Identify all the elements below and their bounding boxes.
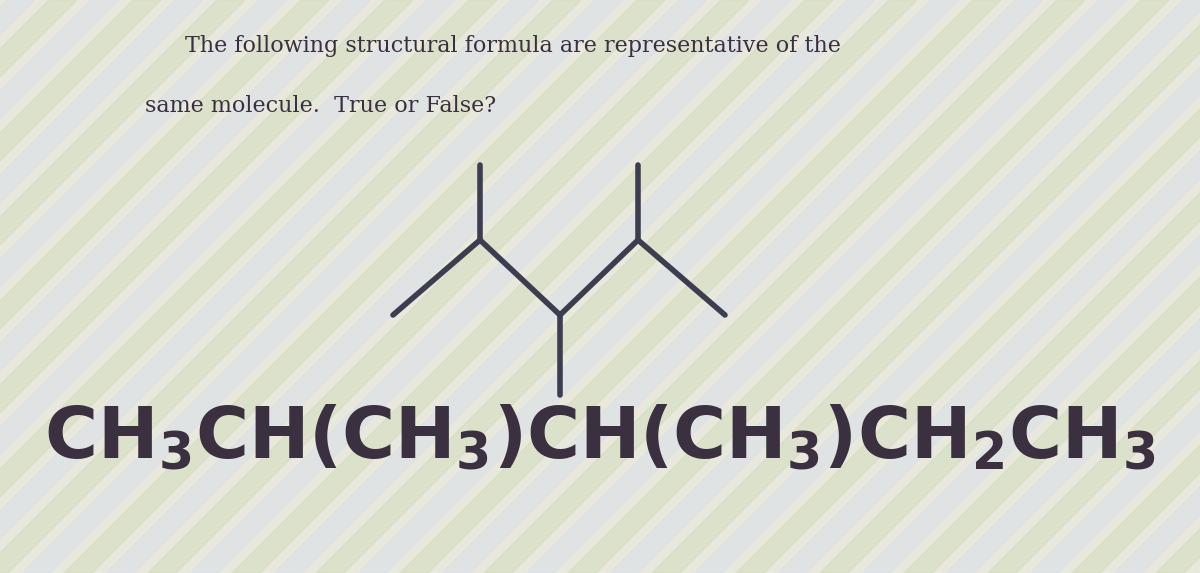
Polygon shape (232, 0, 833, 573)
Polygon shape (1198, 0, 1200, 573)
Polygon shape (1156, 0, 1200, 573)
Polygon shape (610, 0, 1200, 573)
Polygon shape (484, 0, 1085, 573)
Polygon shape (316, 0, 917, 573)
Polygon shape (694, 0, 1200, 573)
Polygon shape (568, 0, 1169, 573)
Text: The following structural formula are representative of the: The following structural formula are rep… (185, 35, 841, 57)
Polygon shape (778, 0, 1200, 573)
Polygon shape (736, 0, 1200, 573)
Polygon shape (0, 0, 203, 573)
Polygon shape (0, 0, 287, 573)
Polygon shape (0, 0, 539, 573)
Polygon shape (148, 0, 749, 573)
Polygon shape (1030, 0, 1200, 573)
Polygon shape (0, 0, 413, 573)
Polygon shape (22, 0, 623, 573)
Polygon shape (64, 0, 665, 573)
Polygon shape (904, 0, 1200, 573)
Polygon shape (442, 0, 1043, 573)
Polygon shape (862, 0, 1200, 573)
Polygon shape (0, 0, 581, 573)
Polygon shape (0, 0, 371, 573)
Polygon shape (0, 0, 161, 573)
Polygon shape (652, 0, 1200, 573)
Polygon shape (0, 0, 245, 573)
Polygon shape (1114, 0, 1200, 573)
Polygon shape (0, 0, 455, 573)
Polygon shape (358, 0, 959, 573)
Polygon shape (190, 0, 791, 573)
Polygon shape (0, 0, 329, 573)
Polygon shape (946, 0, 1200, 573)
Polygon shape (0, 0, 497, 573)
Polygon shape (274, 0, 875, 573)
Polygon shape (400, 0, 1001, 573)
Polygon shape (0, 0, 77, 573)
Polygon shape (106, 0, 707, 573)
Text: same molecule.  True or False?: same molecule. True or False? (145, 95, 496, 117)
Polygon shape (1072, 0, 1200, 573)
Polygon shape (0, 0, 119, 573)
Polygon shape (526, 0, 1127, 573)
Text: $\mathbf{CH_3CH(CH_3)CH(CH_3)CH_2CH_3}$: $\mathbf{CH_3CH(CH_3)CH(CH_3)CH_2CH_3}$ (44, 402, 1156, 473)
Polygon shape (988, 0, 1200, 573)
Polygon shape (0, 0, 35, 573)
Polygon shape (820, 0, 1200, 573)
